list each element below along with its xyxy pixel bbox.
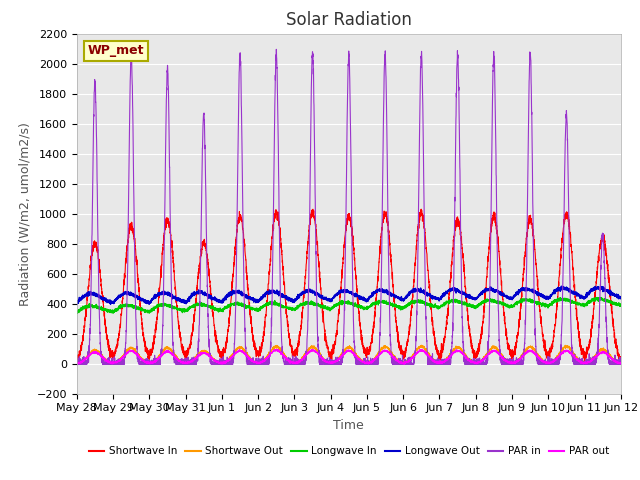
Longwave In	[74, 311, 81, 316]
Longwave In	[329, 306, 337, 312]
Shortwave In	[617, 358, 625, 363]
Shortwave In	[417, 206, 425, 212]
X-axis label: Time: Time	[333, 419, 364, 432]
PAR in	[171, 357, 179, 362]
PAR in	[471, 361, 479, 367]
Shortwave In	[328, 351, 336, 357]
Longwave Out	[616, 294, 624, 300]
PAR out	[272, 347, 280, 352]
Legend: Shortwave In, Shortwave Out, Longwave In, Longwave Out, PAR in, PAR out: Shortwave In, Shortwave Out, Longwave In…	[84, 442, 613, 460]
Shortwave Out	[616, 361, 624, 367]
PAR in	[502, 360, 509, 366]
PAR in	[73, 356, 81, 361]
Longwave Out	[502, 293, 509, 299]
Shortwave Out	[74, 361, 81, 367]
Shortwave Out	[329, 358, 337, 363]
Longwave In	[73, 310, 81, 315]
Longwave In	[591, 295, 599, 300]
Shortwave Out	[418, 342, 426, 348]
Text: WP_met: WP_met	[88, 44, 144, 58]
Shortwave In	[616, 359, 623, 365]
PAR out	[329, 360, 337, 365]
Longwave In	[171, 306, 179, 312]
Line: PAR out: PAR out	[77, 349, 621, 364]
Shortwave Out	[502, 358, 509, 363]
PAR out	[73, 360, 81, 366]
Shortwave Out	[617, 360, 625, 366]
PAR in	[73, 361, 81, 367]
Longwave In	[502, 301, 509, 307]
Shortwave Out	[441, 358, 449, 364]
Longwave In	[471, 305, 479, 311]
Longwave Out	[441, 292, 449, 298]
Longwave In	[441, 301, 449, 307]
Longwave Out	[617, 295, 625, 300]
Line: Longwave Out: Longwave Out	[77, 286, 621, 304]
PAR out	[441, 359, 449, 364]
Longwave In	[617, 303, 625, 309]
PAR in	[617, 361, 625, 367]
Title: Solar Radiation: Solar Radiation	[286, 11, 412, 29]
PAR out	[171, 353, 179, 359]
PAR out	[146, 361, 154, 367]
Line: Shortwave In: Shortwave In	[77, 209, 621, 362]
Shortwave In	[502, 324, 509, 330]
Longwave Out	[329, 295, 337, 301]
Shortwave In	[73, 356, 81, 361]
Longwave Out	[171, 295, 179, 301]
Shortwave In	[471, 350, 479, 356]
Shortwave In	[171, 277, 179, 283]
PAR in	[616, 361, 624, 367]
Shortwave Out	[171, 352, 179, 358]
Shortwave Out	[471, 360, 479, 366]
PAR out	[471, 360, 479, 365]
PAR out	[616, 360, 624, 366]
Longwave Out	[107, 301, 115, 307]
PAR in	[441, 361, 449, 367]
Shortwave In	[441, 337, 449, 343]
Longwave Out	[557, 283, 565, 289]
PAR in	[273, 47, 280, 52]
Longwave Out	[471, 297, 479, 303]
Shortwave In	[616, 354, 624, 360]
Line: Shortwave Out: Shortwave Out	[77, 345, 621, 364]
PAR out	[617, 360, 625, 366]
Line: PAR in: PAR in	[77, 49, 621, 364]
PAR in	[329, 361, 337, 367]
Longwave In	[616, 301, 624, 307]
Y-axis label: Radiation (W/m2, umol/m2/s): Radiation (W/m2, umol/m2/s)	[18, 121, 31, 306]
Line: Longwave In: Longwave In	[77, 298, 621, 313]
Shortwave Out	[73, 360, 81, 366]
Longwave Out	[73, 300, 81, 306]
PAR out	[502, 357, 509, 363]
